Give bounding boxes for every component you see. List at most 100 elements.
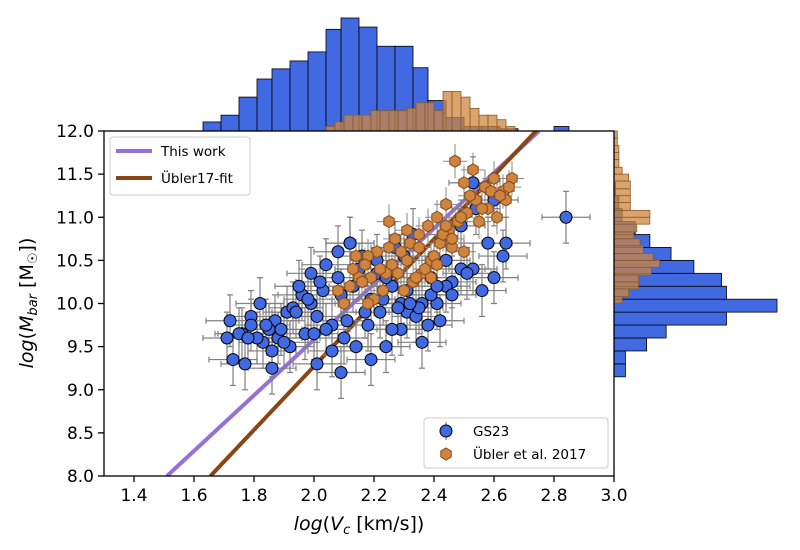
gs23-point [487,271,501,285]
right-histogram [613,130,778,378]
ubler-point [446,232,458,246]
gs23-point [265,344,279,358]
top-hist-ubler-bar [460,96,471,132]
ubler-point [413,227,425,242]
gs23-point [253,297,267,310]
right-hist-gs23-bar [613,363,626,378]
y-tick-label: 11.0 [56,208,94,228]
gs23-point [244,318,258,332]
axes: 1.4 1.6 1.8 2.0 2.2 2.4 2.6 2.8 3.0 8.0 8.5 9.0 9.5 1… [56,122,627,506]
legend-this-work-label: This work [160,144,226,160]
x-tick-label: 2.6 [480,486,507,506]
ubler-point [344,279,356,293]
top-hist-ubler-bar [415,102,426,132]
top-hist-gs23-bar [256,78,273,132]
gs23-point [445,288,459,302]
top-hist-ubler-bar [505,126,516,132]
ubler-point [374,262,386,276]
gs23-point [319,322,333,336]
x-tick-label: 2.4 [420,486,447,506]
ubler-point [401,253,413,267]
x-tick-label: 3.0 [600,486,627,506]
ubler-point [473,214,485,229]
x-tick-label: 2.0 [300,486,327,506]
legend-gs23-circle [439,424,453,438]
ubler-point [440,197,452,211]
top-hist-gs23-bar [307,51,327,132]
ubler-point [362,296,374,311]
top-hist-ubler-bar [406,108,417,132]
ubler-point [371,245,383,259]
legend-upper: This work Übler17-fit [109,136,251,196]
ubler-point [422,219,434,233]
right-hist-gs23-bar [613,350,626,365]
ubler-point [491,210,503,224]
gs23-point [334,366,348,379]
ubler-point [431,258,443,272]
ubler-point [356,275,368,289]
ubler-point [446,240,458,255]
top-hist-ubler-bar [496,119,507,132]
ubler-point [476,202,488,216]
ubler-point [485,184,497,198]
y-tick-label: 9.5 [67,338,94,358]
legend-lower-frame [423,417,609,469]
gs23-point [331,245,345,259]
legend-lower: GS23 Übler et al. 2017 [423,417,609,469]
top-hist-ubler-bar [370,110,381,132]
x-tick-label: 1.6 [180,486,207,506]
gs23-point [460,266,474,280]
top-hist-ubler-bar [478,114,489,132]
ubler-point [383,214,395,229]
right-hist-ubler-bar [613,173,630,182]
right-hist-ubler-bar [613,281,639,290]
legend-ubler-fit-label: Übler17-fit [161,169,233,187]
gs23-point [274,322,288,336]
y-tick-label: 8.5 [67,424,94,444]
top-hist-ubler-bar [379,110,390,132]
gs23-point [373,305,387,319]
ubler-point [425,271,437,285]
gs23-point [385,322,399,336]
top-hist-ubler-bar [388,110,399,132]
ubler-point [449,154,461,168]
x-tick-label: 2.8 [540,486,567,506]
top-hist-ubler-bar [334,121,345,132]
right-hist-gs23-bar [613,311,727,326]
legend-ubler-hexagon [440,447,452,461]
ubler-point [458,176,470,190]
gs23-point [337,331,351,345]
gs23-point [277,335,291,349]
right-hist-ubler-bar [613,266,652,276]
top-hist-ubler-bar [442,91,453,132]
ubler-point [377,283,389,298]
gs23-point [559,210,573,224]
top-hist-gs23-bar [325,28,342,132]
top-histogram [202,17,570,132]
gs23-point [481,236,495,250]
x-tick-label: 1.8 [240,486,267,506]
right-hist-ubler-bar [613,159,620,168]
top-hist-ubler-bar [397,110,408,132]
top-hist-ubler-bar [343,114,354,132]
right-hist-ubler-bar [613,145,620,153]
gs23-point [304,266,318,280]
gs23-point [289,305,303,319]
right-hist-ubler-bar [613,216,651,225]
right-hist-gs23-bar [613,298,778,313]
gs23-point [349,340,363,354]
legend-gs23-marker [439,422,453,440]
ubler-point [401,223,413,237]
top-hist-gs23-bar [340,17,360,132]
ubler-point [440,219,452,233]
right-hist-ubler-bar [613,259,661,268]
ubler-point [455,210,467,224]
right-hist-gs23-bar [613,337,647,352]
top-hist-gs23-bar [238,96,258,132]
right-hist-ubler-bar [613,274,639,283]
legend-ubler-label: Übler et al. 2017 [473,445,586,463]
ubler-point [350,249,362,263]
gs23-point [265,361,279,375]
